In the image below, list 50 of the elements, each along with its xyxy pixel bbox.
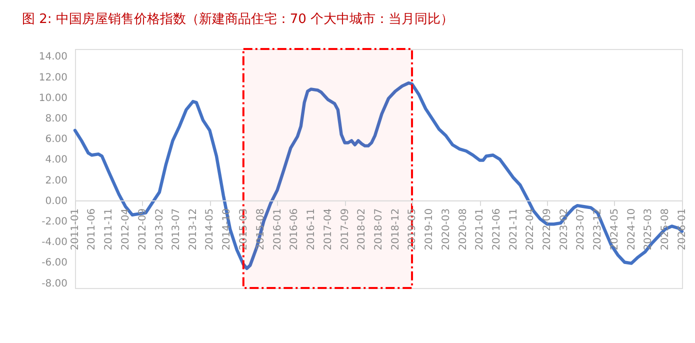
x-tick-label: 2012-04: [120, 208, 132, 250]
x-tick-label: 2017-09: [340, 208, 351, 250]
y-tick-label: 8.00: [45, 114, 68, 125]
x-tick-label: 2016-11: [306, 208, 318, 250]
x-tick-label: 2015-08: [255, 208, 266, 250]
x-tick-label: 2013-02: [154, 208, 166, 250]
x-tick-label: 2020-03: [440, 208, 452, 250]
x-tick-label: 2011-11: [104, 208, 115, 250]
x-tick-label: 2019-05: [407, 208, 418, 250]
y-tick-label: -2.00: [42, 216, 68, 228]
x-tick-label: 2013-07: [171, 208, 182, 250]
x-tick-label: 2024-10: [626, 208, 638, 250]
x-tick-label: 2019-10: [424, 208, 435, 250]
y-tick-label: -4.00: [42, 237, 68, 248]
y-tick-label: 4.00: [45, 154, 68, 166]
x-tick-label: 2017-04: [322, 208, 334, 250]
y-tick-label: 14.00: [38, 52, 68, 63]
x-tick-label: 2015-03: [238, 208, 250, 250]
chart-title: 图 2: 中国房屋销售价格指数（新建商品住宅：70 个大中城市：当月同比）: [22, 11, 454, 27]
x-tick-label: 2026-01: [677, 208, 688, 250]
x-tick-label: 2023-02: [559, 208, 570, 250]
x-tick-label: 2011-01: [70, 208, 81, 250]
x-tick-label: 2021-01: [474, 208, 486, 250]
x-tick-label: 2024-05: [609, 208, 620, 250]
y-tick-label: 2.00: [45, 175, 68, 186]
x-tick-label: 2014-05: [204, 208, 216, 250]
x-tick-label: 2012-09: [137, 208, 148, 250]
x-tick-label: 2018-02: [356, 208, 368, 250]
x-tick-label: 2023-07: [576, 208, 587, 250]
y-tick-label: -8.00: [42, 278, 68, 290]
x-tick-label: 2011-06: [86, 208, 98, 250]
x-tick-label: 2016-01: [272, 208, 284, 250]
x-tick-label: 2020-08: [458, 208, 469, 250]
x-tick-label: 2023-12: [592, 208, 604, 250]
x-tick-label: 2022-09: [542, 208, 554, 250]
y-tick-label: 12.00: [38, 72, 68, 84]
y-tick-label: -6.00: [42, 258, 68, 269]
y-tick-label: 10.00: [38, 92, 68, 104]
y-tick-label: 0.00: [45, 196, 68, 207]
x-tick-label: 2016-06: [289, 208, 300, 250]
x-tick-label: 2021-11: [508, 208, 520, 250]
x-tick-label: 2025-08: [660, 208, 672, 250]
x-tick-label: 2021-06: [491, 208, 502, 250]
x-tick-label: 2025-03: [643, 208, 654, 250]
x-tick-label: 2013-12: [188, 208, 199, 250]
y-tick-label: 6.00: [45, 134, 68, 146]
x-tick-label: 2018-12: [390, 208, 402, 250]
x-tick-label: 2014-10: [222, 208, 233, 250]
x-tick-label: 2018-07: [373, 208, 384, 250]
x-tick-label: 2022-04: [525, 208, 536, 250]
